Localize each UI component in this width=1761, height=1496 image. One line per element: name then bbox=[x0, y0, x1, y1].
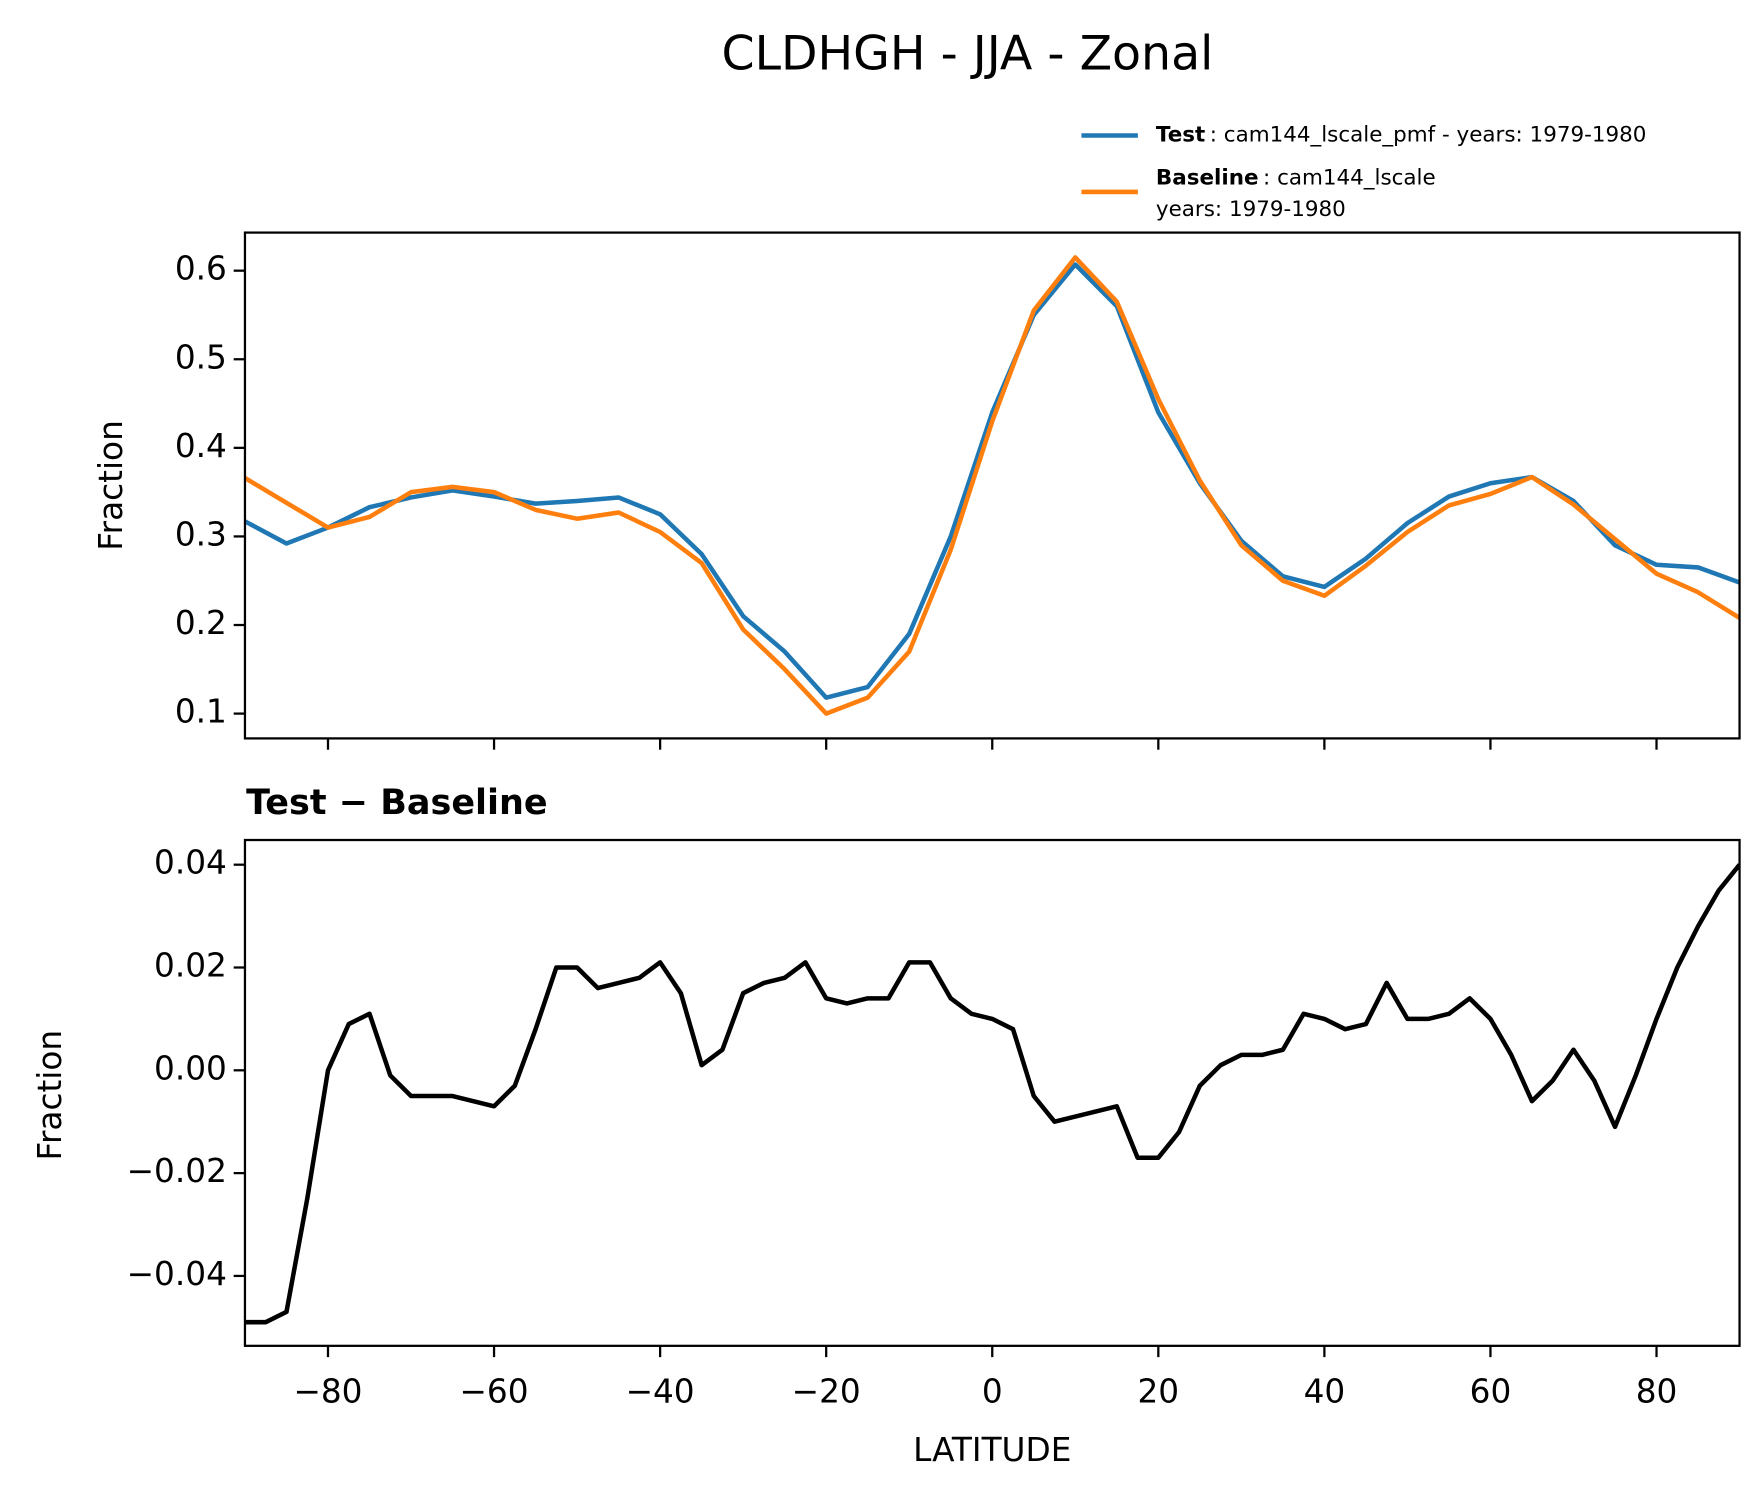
y-axis-label: Fraction bbox=[92, 420, 130, 551]
x-tick-label: 40 bbox=[1304, 1372, 1346, 1410]
x-tick-label: 60 bbox=[1470, 1372, 1512, 1410]
data-line bbox=[244, 255, 1740, 716]
y-tick-label: 0.3 bbox=[175, 515, 227, 553]
y-axis-label: Fraction bbox=[31, 1030, 69, 1161]
y-tick-label: 0.2 bbox=[175, 604, 227, 642]
y-tick-label: 0.02 bbox=[154, 946, 227, 984]
plot-frame bbox=[243, 231, 1741, 740]
x-tick-label: −80 bbox=[293, 1372, 362, 1410]
data-line bbox=[244, 863, 1740, 1325]
legend-detail: : cam144_lscale_pmf - years: 1979-1980 bbox=[1210, 122, 1647, 147]
data-line bbox=[244, 262, 1740, 700]
x-tick-label: −40 bbox=[626, 1372, 695, 1410]
y-tick-label: 0.04 bbox=[154, 844, 227, 882]
y-tick-label: 0.00 bbox=[154, 1049, 227, 1087]
chart-title: CLDHGH - JJA - Zonal bbox=[722, 26, 1214, 81]
legend-name: Baseline bbox=[1156, 165, 1259, 190]
x-tick-label: −60 bbox=[460, 1372, 529, 1410]
legend-entry: Baseline: cam144_lscale bbox=[1156, 165, 1436, 190]
y-tick-label: 0.6 bbox=[175, 250, 227, 288]
plot-frame bbox=[243, 838, 1741, 1347]
x-tick-label: 0 bbox=[982, 1372, 1003, 1410]
legend-detail: years: 1979-1980 bbox=[1156, 197, 1346, 222]
y-tick-label: −0.02 bbox=[127, 1152, 227, 1190]
y-tick-label: 0.1 bbox=[175, 693, 227, 731]
subtitle: Test − Baseline bbox=[246, 783, 548, 823]
legend-detail: : cam144_lscale bbox=[1263, 165, 1436, 190]
legend-name: Test bbox=[1156, 122, 1205, 147]
x-tick-label: 20 bbox=[1138, 1372, 1180, 1410]
legend-entry: Test: cam144_lscale_pmf - years: 1979-19… bbox=[1156, 122, 1646, 147]
x-tick-label: 80 bbox=[1636, 1372, 1678, 1410]
y-tick-label: −0.04 bbox=[127, 1255, 227, 1293]
y-tick-label: 0.4 bbox=[175, 427, 227, 465]
y-tick-label: 0.5 bbox=[175, 338, 227, 376]
x-axis-label: LATITUDE bbox=[913, 1431, 1071, 1469]
x-tick-label: −20 bbox=[792, 1372, 861, 1410]
